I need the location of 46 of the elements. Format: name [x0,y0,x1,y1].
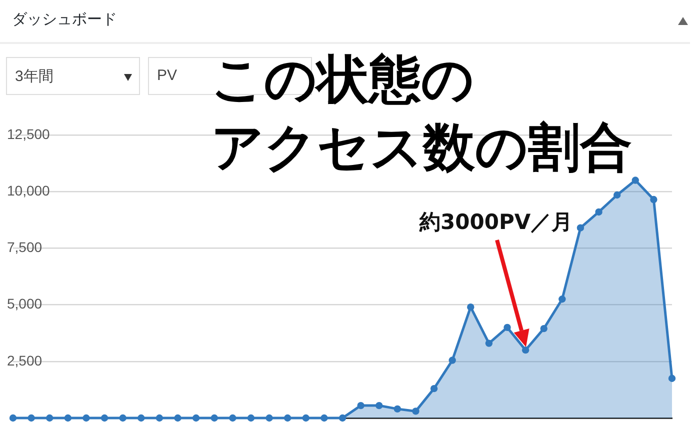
point [100,414,108,422]
point [357,402,364,410]
point [613,191,621,199]
point [430,384,438,392]
point [119,414,126,422]
point [650,196,658,204]
point [540,324,548,332]
chart-subtitle: この状態のアクセス数の割合 [211,50,632,178]
point [46,414,54,422]
point [302,414,310,422]
point [229,414,236,422]
y-tick-label: 2,500 [7,352,42,368]
y-tick-label: 5,000 [7,296,42,312]
point [192,414,200,422]
y-tick-label: 7,500 [7,239,42,256]
point [448,356,456,364]
point [174,414,182,422]
point [247,414,255,422]
point [522,346,530,354]
point [9,414,17,422]
y-tick-label: 12,500 [7,126,50,142]
point [28,414,35,422]
point [632,176,639,184]
point [284,414,292,422]
chart-title: ダッシュボード [12,10,117,29]
annotation: 約3000PV／月 [420,209,573,236]
point [576,224,584,232]
point [210,414,218,422]
point [504,324,511,332]
point [64,414,72,422]
point [266,414,273,422]
point [320,414,328,422]
point [485,340,493,347]
dropdown: 3年間 [6,57,140,95]
y-tick-label: 10,000 [7,182,50,198]
point [338,414,346,422]
point [467,303,474,311]
point [376,402,383,410]
point [595,208,602,216]
point [156,414,164,422]
point [412,408,420,415]
point [82,414,90,422]
point [394,405,402,413]
point [138,414,145,422]
point [558,296,566,303]
point [668,374,676,382]
